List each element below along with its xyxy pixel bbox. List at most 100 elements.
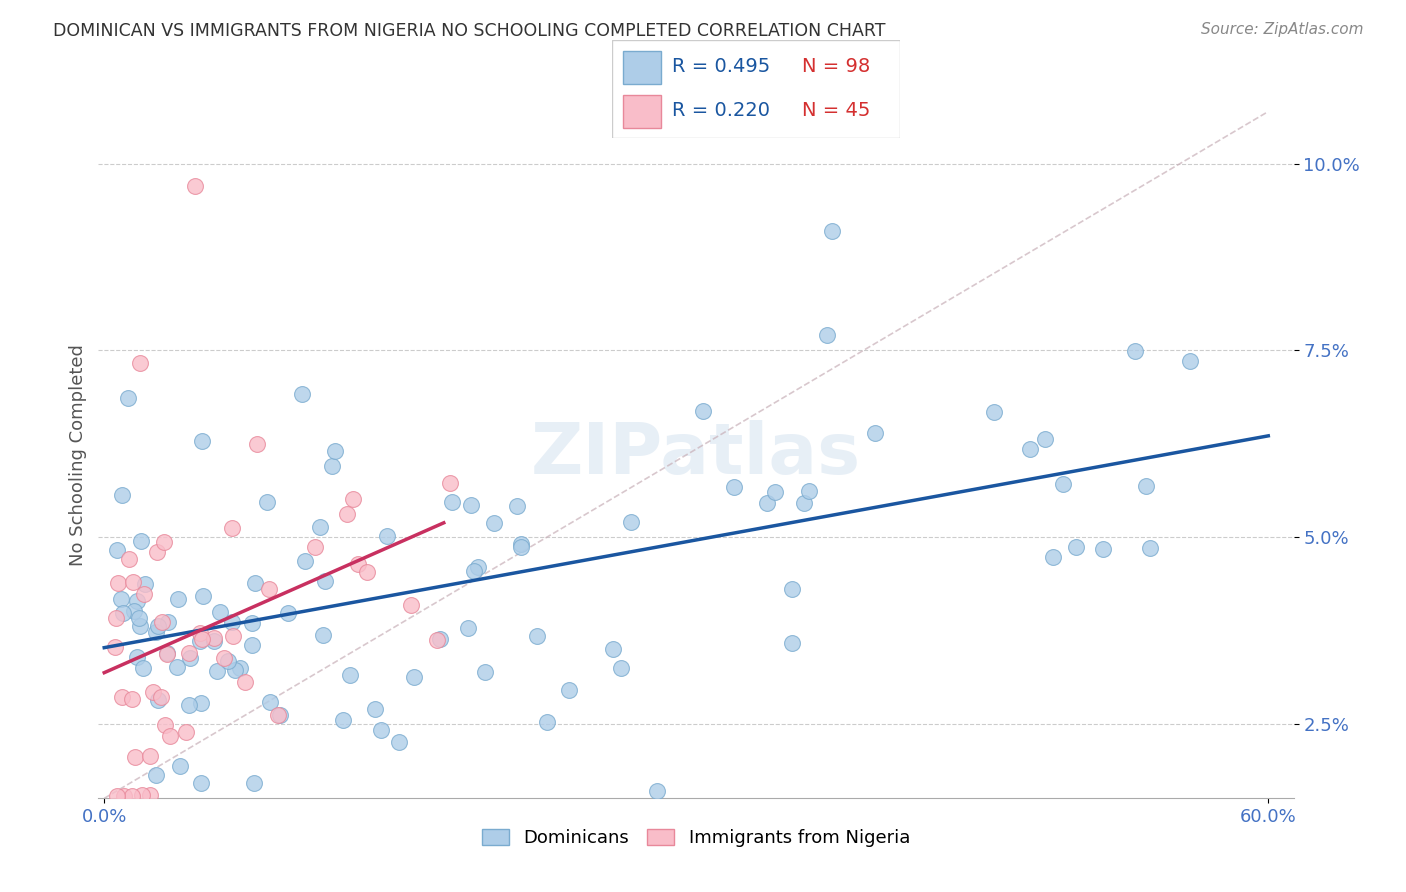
Point (536, 714, 558, 729)
Point (240, 638, 263, 652)
Point (222, 628, 245, 642)
Point (167, 592, 190, 607)
Point (311, 628, 333, 642)
Point (179, 651, 201, 665)
Point (1042, 550, 1064, 565)
Point (510, 540, 533, 554)
Text: Source: ZipAtlas.com: Source: ZipAtlas.com (1201, 22, 1364, 37)
Point (148, 619, 170, 633)
Point (190, 776, 212, 790)
Point (484, 516, 506, 531)
Point (121, 691, 143, 706)
Point (983, 404, 1005, 418)
Text: ZIPatlas: ZIPatlas (531, 420, 860, 490)
Point (356, 565, 378, 579)
FancyBboxPatch shape (623, 95, 661, 128)
Point (246, 436, 269, 450)
FancyBboxPatch shape (612, 40, 900, 138)
Point (1064, 541, 1087, 555)
Point (243, 576, 266, 591)
Point (266, 707, 288, 722)
Point (308, 520, 330, 534)
Point (129, 356, 152, 370)
Point (188, 626, 211, 640)
Point (125, 594, 148, 608)
Point (179, 646, 201, 660)
Point (134, 577, 156, 591)
Point (467, 560, 489, 574)
Point (797, 484, 820, 499)
Point (221, 521, 243, 535)
Point (723, 480, 745, 494)
Point (1123, 344, 1146, 359)
Point (111, 487, 134, 501)
Point (128, 611, 150, 625)
Point (347, 557, 370, 571)
Point (332, 713, 354, 727)
Point (205, 664, 228, 678)
Point (558, 682, 581, 697)
Point (177, 698, 200, 712)
Point (209, 606, 232, 620)
Point (256, 495, 278, 509)
Point (815, 328, 838, 343)
Point (145, 624, 167, 639)
Point (243, 776, 266, 790)
Point (314, 574, 336, 589)
Point (188, 633, 211, 648)
Point (439, 476, 461, 491)
Point (602, 641, 624, 656)
Point (105, 611, 128, 625)
Point (166, 660, 188, 674)
Point (1139, 541, 1161, 555)
Point (139, 788, 162, 802)
Point (122, 604, 145, 618)
Point (526, 629, 548, 643)
Point (124, 750, 146, 764)
Point (191, 434, 214, 448)
Point (117, 391, 139, 405)
Point (339, 668, 361, 682)
Point (506, 500, 529, 514)
Point (792, 496, 814, 510)
Point (364, 701, 387, 715)
Point (191, 589, 214, 603)
Point (821, 224, 844, 238)
Text: R = 0.495: R = 0.495 (672, 57, 770, 76)
Point (375, 529, 398, 543)
Point (190, 632, 212, 646)
Point (159, 729, 181, 743)
Point (474, 665, 496, 680)
Legend: Dominicans, Immigrants from Nigeria: Dominicans, Immigrants from Nigeria (475, 822, 917, 855)
Point (780, 582, 803, 597)
Point (259, 695, 281, 709)
Point (125, 650, 148, 665)
Point (463, 564, 485, 578)
Point (235, 675, 257, 690)
Text: N = 45: N = 45 (801, 102, 870, 120)
Point (780, 636, 803, 650)
Point (217, 654, 239, 668)
Point (1018, 442, 1040, 456)
Point (202, 634, 225, 648)
Point (323, 443, 346, 458)
Point (692, 404, 714, 418)
Point (224, 664, 246, 678)
Point (457, 621, 479, 635)
Point (157, 615, 180, 629)
Text: N = 98: N = 98 (801, 57, 870, 76)
Point (1052, 476, 1074, 491)
Point (129, 533, 152, 548)
Point (304, 540, 326, 554)
Point (190, 697, 212, 711)
Point (259, 582, 281, 596)
Point (388, 734, 411, 748)
Point (1135, 479, 1157, 493)
Point (269, 707, 291, 722)
Point (150, 615, 173, 629)
Point (863, 425, 886, 440)
Point (620, 515, 643, 529)
Point (111, 690, 134, 705)
Point (645, 784, 668, 798)
Y-axis label: No Schooling Completed: No Schooling Completed (69, 344, 87, 566)
